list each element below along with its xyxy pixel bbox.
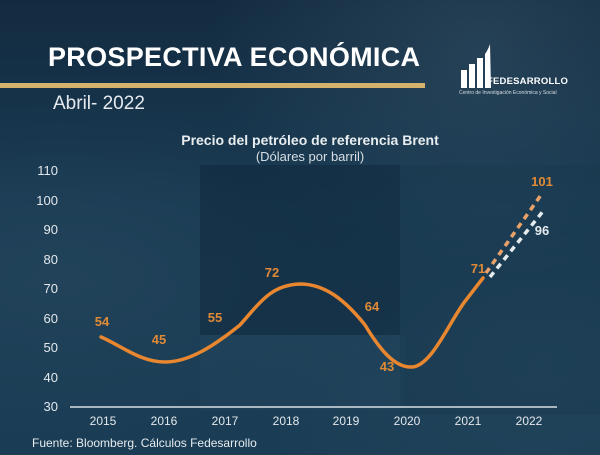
svg-text:70: 70 xyxy=(44,281,58,296)
svg-text:90: 90 xyxy=(44,222,58,237)
chart-source: Fuente: Bloomberg. Cálculos Fedesarrollo xyxy=(32,436,257,450)
y-axis: 110 100 90 80 70 60 50 40 30 xyxy=(36,163,58,414)
svg-text:2022: 2022 xyxy=(516,414,543,428)
background-panel xyxy=(200,335,405,410)
svg-text:45: 45 xyxy=(152,332,166,347)
svg-text:2017: 2017 xyxy=(212,414,239,428)
forecast-high-line xyxy=(484,193,543,275)
forecast-low-line xyxy=(488,208,546,279)
logo-subtitle: Centro de Investigación Económica y Soci… xyxy=(459,90,557,96)
background-panel xyxy=(200,165,400,335)
brent-historical-line xyxy=(99,276,485,369)
fedesarrollo-logo: FEDESARROLLO Centro de Investigación Eco… xyxy=(459,40,594,100)
data-labels: 54 45 55 72 64 43 71 101 96 xyxy=(95,174,553,374)
svg-text:50: 50 xyxy=(44,340,58,355)
svg-text:2019: 2019 xyxy=(333,414,360,428)
svg-text:101: 101 xyxy=(531,174,553,189)
svg-text:2018: 2018 xyxy=(273,414,300,428)
svg-text:54: 54 xyxy=(95,314,110,329)
svg-text:80: 80 xyxy=(44,252,58,267)
svg-text:2020: 2020 xyxy=(394,414,421,428)
svg-text:60: 60 xyxy=(44,311,58,326)
x-axis: 2015 2016 2017 2018 2019 2020 2021 2022 xyxy=(90,414,543,428)
svg-text:110: 110 xyxy=(37,163,58,178)
chart-title: Precio del petróleo de referencia Brent xyxy=(181,132,439,148)
logo-name: FEDESARROLLO xyxy=(487,76,569,87)
svg-text:2015: 2015 xyxy=(90,414,117,428)
title-underline xyxy=(0,83,425,88)
svg-text:96: 96 xyxy=(535,223,549,238)
svg-text:100: 100 xyxy=(36,193,58,208)
svg-text:72: 72 xyxy=(265,265,279,280)
page-title: PROSPECTIVA ECONÓMICA xyxy=(48,42,421,72)
svg-text:43: 43 xyxy=(380,359,394,374)
report-date: Abril- 2022 xyxy=(53,93,145,114)
bar-chart-logo-icon xyxy=(461,44,491,88)
svg-text:30: 30 xyxy=(44,399,58,414)
svg-text:64: 64 xyxy=(365,299,380,314)
svg-text:2021: 2021 xyxy=(455,414,482,428)
background-panel xyxy=(400,165,600,415)
svg-text:55: 55 xyxy=(208,310,222,325)
svg-text:71: 71 xyxy=(471,261,485,276)
svg-text:40: 40 xyxy=(44,370,58,385)
chart-subtitle: (Dólares por barril) xyxy=(255,149,365,164)
svg-text:2016: 2016 xyxy=(151,414,178,428)
